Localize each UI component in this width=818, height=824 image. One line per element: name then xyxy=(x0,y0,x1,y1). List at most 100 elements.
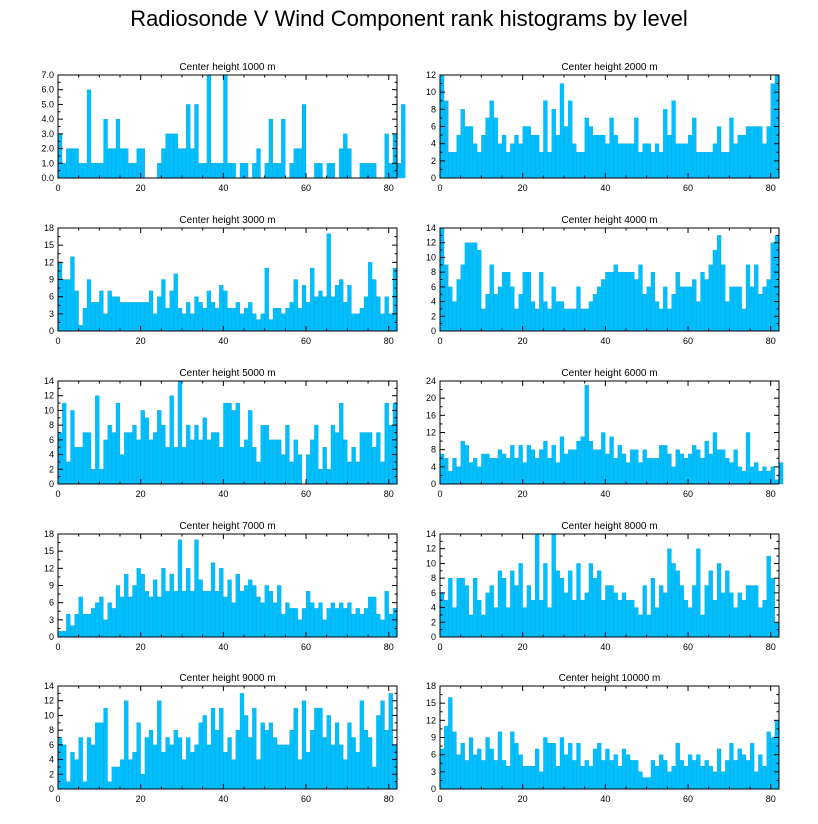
bar xyxy=(729,286,734,332)
bar xyxy=(617,765,622,790)
bar xyxy=(392,267,398,332)
bar xyxy=(510,731,515,790)
figure-title: Radiosonde V Wind Component rank histogr… xyxy=(130,6,688,31)
panel-title: Center height 6000 m xyxy=(561,368,657,379)
bar xyxy=(111,296,116,332)
bar xyxy=(489,458,494,485)
y-tick-label: 0 xyxy=(431,784,436,794)
bar xyxy=(634,760,639,790)
bar xyxy=(518,294,523,332)
bar xyxy=(745,264,751,332)
bar xyxy=(700,271,705,332)
bar xyxy=(281,118,286,179)
bar xyxy=(202,715,207,790)
x-tick-label: 0 xyxy=(55,336,60,346)
bar xyxy=(293,279,298,332)
x-tick-label: 20 xyxy=(518,794,528,804)
bar xyxy=(572,143,577,179)
bar xyxy=(481,453,486,485)
bar xyxy=(343,439,348,485)
bar xyxy=(675,743,680,790)
bar xyxy=(206,290,212,332)
bar xyxy=(74,613,79,638)
bar xyxy=(310,267,315,332)
y-tick-label: 18 xyxy=(44,223,54,233)
bar xyxy=(464,760,469,790)
bar xyxy=(70,625,75,638)
y-tick-label: 14 xyxy=(426,529,436,539)
bar xyxy=(293,707,298,790)
bar xyxy=(169,744,174,790)
bar xyxy=(700,614,705,638)
bar xyxy=(597,134,602,179)
bar xyxy=(766,555,771,638)
bar xyxy=(396,163,402,179)
x-tick-label: 0 xyxy=(437,336,442,346)
x-tick-label: 0 xyxy=(437,489,442,499)
y-tick-label: 12 xyxy=(44,391,54,401)
bar xyxy=(663,445,668,485)
bar xyxy=(157,410,162,485)
bar xyxy=(148,439,154,485)
bar xyxy=(202,307,207,332)
bar xyxy=(526,445,531,485)
bar xyxy=(559,577,565,638)
bar xyxy=(675,449,680,485)
x-tick-label: 20 xyxy=(518,642,528,652)
y-tick-label: 4 xyxy=(49,755,54,765)
bar xyxy=(750,743,755,790)
bar xyxy=(277,585,282,638)
bar xyxy=(124,700,129,790)
bar xyxy=(210,302,216,332)
bar xyxy=(526,765,531,790)
bar xyxy=(314,424,319,485)
bar xyxy=(609,271,614,332)
bar xyxy=(285,307,290,332)
bar xyxy=(754,462,759,485)
x-tick-label: 80 xyxy=(766,336,776,346)
x-tick-label: 0 xyxy=(437,183,442,193)
bar xyxy=(708,765,713,790)
bar xyxy=(576,286,581,332)
bar xyxy=(667,134,672,179)
bar xyxy=(493,294,498,332)
bar xyxy=(650,577,656,638)
bar xyxy=(210,163,216,179)
bar xyxy=(485,453,490,485)
bar xyxy=(140,410,145,485)
bar xyxy=(103,619,108,638)
bar xyxy=(103,118,108,179)
bar xyxy=(206,439,212,485)
bar xyxy=(227,307,232,332)
bar xyxy=(281,454,286,485)
bar xyxy=(384,591,389,638)
x-tick-label: 80 xyxy=(766,642,776,652)
x-tick-label: 20 xyxy=(136,794,146,804)
bar xyxy=(568,449,573,485)
bar xyxy=(601,432,606,485)
y-tick-label: 4 xyxy=(431,139,436,149)
bar xyxy=(530,765,536,790)
bar xyxy=(444,264,449,332)
bar xyxy=(551,286,556,332)
bar xyxy=(721,592,726,638)
bar xyxy=(530,449,536,485)
bar xyxy=(510,286,515,332)
bar xyxy=(70,410,75,485)
bar xyxy=(326,715,331,790)
y-tick-label: 18 xyxy=(44,529,54,539)
bar xyxy=(181,759,187,790)
bar xyxy=(692,445,697,485)
bar xyxy=(368,432,373,485)
bar xyxy=(264,267,269,332)
y-tick-label: 8 xyxy=(431,445,436,455)
bar xyxy=(733,143,738,179)
bar xyxy=(124,302,129,332)
bar xyxy=(708,570,713,638)
bar xyxy=(493,458,498,485)
bar xyxy=(725,301,730,332)
y-tick-label: 8 xyxy=(431,267,436,277)
bar xyxy=(330,163,336,179)
bar xyxy=(733,760,738,790)
bar xyxy=(264,163,269,179)
